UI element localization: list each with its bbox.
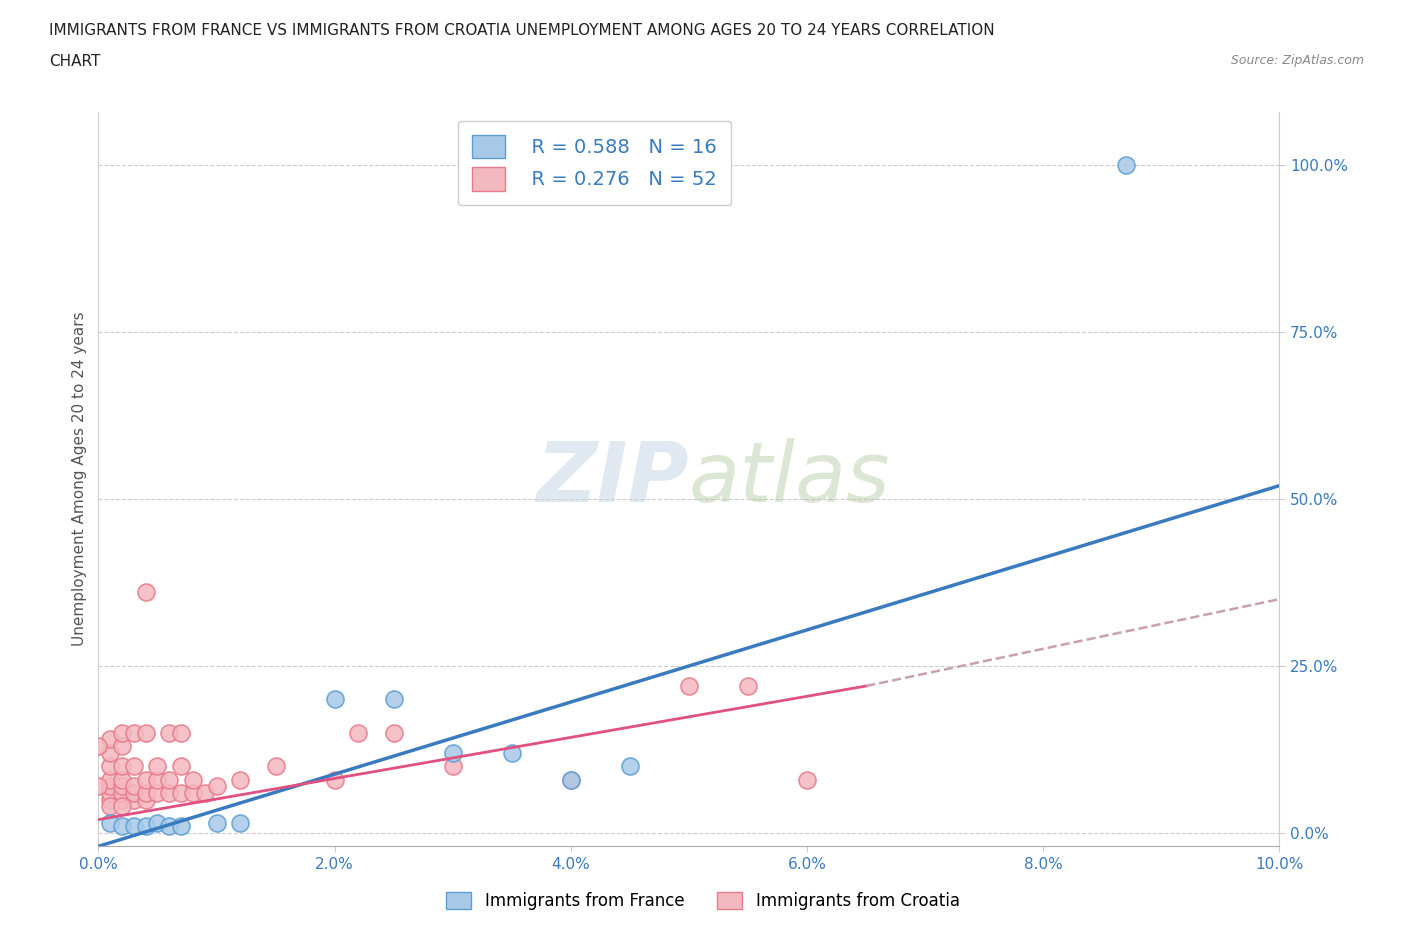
Point (98, 786, 121, 801)
Point (170, 818, 193, 833)
Point (111, 772, 134, 787)
Legend:   R = 0.588   N = 16,   R = 0.276   N = 52: R = 0.588 N = 16, R = 0.276 N = 52 (458, 121, 731, 205)
Text: CHART: CHART (49, 54, 101, 69)
Point (111, 778, 134, 793)
Point (382, 692, 405, 707)
Point (122, 725, 145, 740)
Text: Source: ZipAtlas.com: Source: ZipAtlas.com (1230, 54, 1364, 67)
Point (111, 759, 134, 774)
Point (111, 792, 134, 807)
Point (1115, 157, 1137, 172)
Point (323, 692, 346, 707)
Point (441, 759, 464, 774)
Point (98, 772, 121, 787)
Point (111, 799, 134, 814)
Point (146, 759, 169, 774)
Point (111, 725, 134, 740)
Point (135, 792, 157, 807)
Point (157, 772, 180, 787)
Point (98, 732, 121, 747)
Point (157, 786, 180, 801)
Text: IMMIGRANTS FROM FRANCE VS IMMIGRANTS FROM CROATIA UNEMPLOYMENT AMONG AGES 20 TO : IMMIGRANTS FROM FRANCE VS IMMIGRANTS FRO… (49, 23, 995, 38)
Point (135, 786, 157, 801)
Point (98, 799, 121, 814)
Point (181, 772, 204, 787)
Point (347, 725, 370, 740)
Y-axis label: Unemployment Among Ages 20 to 24 years: Unemployment Among Ages 20 to 24 years (72, 312, 87, 646)
Point (146, 772, 169, 787)
Point (122, 759, 145, 774)
Point (205, 816, 228, 830)
Point (229, 772, 252, 787)
Point (205, 778, 228, 793)
Point (441, 745, 464, 760)
Point (382, 725, 405, 740)
Point (122, 778, 145, 793)
Point (111, 738, 134, 753)
Point (87, 738, 110, 753)
Point (122, 818, 145, 833)
Point (678, 679, 700, 694)
Point (135, 772, 157, 787)
Legend: Immigrants from France, Immigrants from Croatia: Immigrants from France, Immigrants from … (440, 885, 966, 917)
Point (111, 818, 134, 833)
Point (170, 786, 193, 801)
Point (87, 778, 110, 793)
Point (619, 759, 641, 774)
Point (170, 725, 193, 740)
Point (135, 725, 157, 740)
Point (157, 725, 180, 740)
Point (98, 816, 121, 830)
Point (229, 816, 252, 830)
Text: atlas: atlas (689, 438, 890, 520)
Point (501, 745, 523, 760)
Point (98, 759, 121, 774)
Point (122, 792, 145, 807)
Point (122, 786, 145, 801)
Point (135, 818, 157, 833)
Point (181, 786, 204, 801)
Point (796, 772, 818, 787)
Text: ZIP: ZIP (536, 438, 689, 520)
Point (323, 772, 346, 787)
Point (98, 792, 121, 807)
Point (146, 816, 169, 830)
Point (98, 745, 121, 760)
Point (264, 759, 287, 774)
Point (157, 818, 180, 833)
Point (170, 759, 193, 774)
Point (98, 778, 121, 793)
Point (737, 679, 759, 694)
Point (560, 772, 582, 787)
Point (111, 786, 134, 801)
Point (135, 585, 157, 600)
Point (194, 786, 217, 801)
Point (146, 786, 169, 801)
Point (560, 772, 582, 787)
